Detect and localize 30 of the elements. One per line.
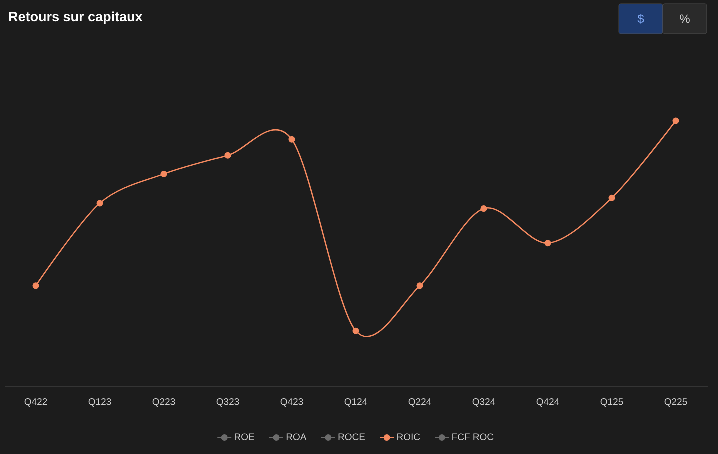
x-tick-label: Q422 — [24, 398, 48, 407]
point — [672, 118, 680, 124]
point — [160, 170, 168, 178]
x-tick-label: Q424 — [536, 398, 560, 407]
x-tick-label: Q225 — [664, 398, 688, 407]
x-tick-label: Q123 — [88, 398, 112, 407]
legend-label: FCF ROC — [452, 434, 494, 440]
x-tick-label: Q323 — [216, 398, 240, 407]
legend-label: ROIC — [398, 434, 420, 440]
point — [480, 206, 488, 212]
text: % — [680, 14, 690, 24]
legend-label: ROCE — [338, 434, 366, 440]
point — [544, 240, 552, 247]
point — [32, 282, 40, 290]
x-tick-label: Q224 — [408, 398, 432, 407]
point — [352, 328, 360, 334]
x-tick-label: Q324 — [472, 398, 496, 407]
x-tick-label: Q125 — [600, 398, 624, 407]
point — [608, 194, 616, 202]
chart-title: Retours sur capitaux — [9, 12, 143, 24]
x-tick-label: Q423 — [280, 398, 304, 407]
point — [96, 200, 104, 207]
legend-label: ROA — [286, 434, 307, 440]
x-tick-label: Q223 — [152, 398, 176, 407]
legend-label: ROE — [235, 434, 254, 440]
point — [416, 282, 424, 290]
point — [288, 136, 296, 143]
text: $ — [638, 14, 644, 24]
x-tick-label: Q124 — [344, 398, 368, 407]
point — [224, 152, 232, 159]
